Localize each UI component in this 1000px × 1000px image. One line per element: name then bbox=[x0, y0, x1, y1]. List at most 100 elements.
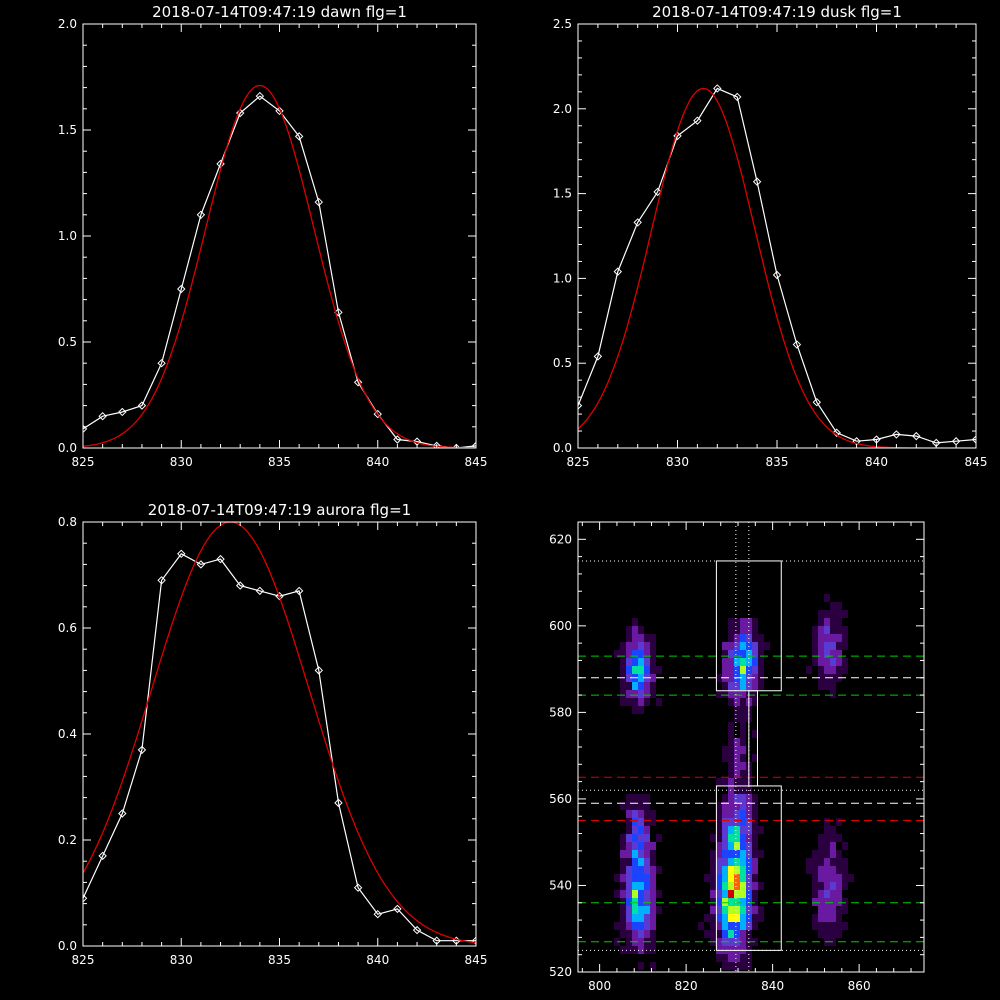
data-point bbox=[83, 424, 88, 434]
y-tick-label: 0.5 bbox=[553, 356, 572, 370]
y-tick-label: 1.0 bbox=[553, 271, 572, 285]
data-point bbox=[892, 430, 901, 439]
data-point bbox=[673, 131, 682, 141]
data-point bbox=[412, 925, 422, 935]
x-tick-label: 860 bbox=[848, 979, 871, 993]
data-point bbox=[294, 132, 304, 141]
data-line bbox=[83, 553, 476, 942]
panel-aurora: 825 830 835 840 845 0.0 0.2 0.4 0.6 0.8 2018-07-14… bbox=[58, 501, 488, 967]
y-tick-label: 0.0 bbox=[58, 441, 77, 455]
plot-frame bbox=[82, 23, 477, 449]
y-tick-label: 0.0 bbox=[553, 441, 572, 455]
data-point bbox=[83, 894, 88, 903]
data-point bbox=[235, 108, 245, 118]
data-point bbox=[118, 809, 127, 818]
data-point bbox=[314, 666, 324, 675]
data-point bbox=[393, 435, 402, 444]
y-tick-label: 0.8 bbox=[58, 515, 77, 529]
x-tick-label: 845 bbox=[465, 455, 488, 469]
x-tick-label: 830 bbox=[170, 455, 193, 469]
data-point bbox=[912, 431, 921, 441]
data-point bbox=[393, 904, 402, 914]
x-tick-label: 825 bbox=[567, 455, 590, 469]
y-tick-label: 1.0 bbox=[58, 229, 77, 243]
chart-title: 2018-07-14T09:47:19 dawn flg=1 bbox=[152, 3, 407, 21]
plot-content bbox=[83, 522, 476, 945]
data-point bbox=[98, 851, 107, 861]
x-tick-label: 840 bbox=[865, 455, 888, 469]
y-tick-label: 1.5 bbox=[58, 123, 77, 137]
data-point bbox=[373, 409, 382, 419]
data-point bbox=[314, 197, 324, 207]
y-tick-label: 0.4 bbox=[58, 727, 77, 741]
chart-title: 2018-07-14T09:47:19 aurora flg=1 bbox=[148, 501, 411, 519]
data-point bbox=[157, 576, 166, 585]
x-tick-label: 830 bbox=[666, 455, 689, 469]
data-point bbox=[792, 340, 802, 349]
y-tick-label: 2.0 bbox=[553, 102, 572, 116]
data-point bbox=[137, 401, 147, 410]
y-tick-label: 560 bbox=[549, 792, 572, 806]
data-point bbox=[752, 177, 762, 186]
fit-curve bbox=[83, 84, 476, 448]
data-line bbox=[83, 95, 476, 448]
data-point bbox=[235, 581, 245, 590]
panel-dusk: 825 830 835 840 845 0.0 0.5 1.0 1.5 2.0 2.5 2018-07… bbox=[553, 3, 988, 469]
y-tick-label: 600 bbox=[549, 619, 572, 633]
y-tick-label: 2.0 bbox=[58, 17, 77, 31]
data-point bbox=[255, 586, 265, 596]
data-point bbox=[812, 398, 822, 407]
x-tick-label: 840 bbox=[366, 953, 389, 967]
plot-frame bbox=[577, 23, 977, 449]
data-point bbox=[593, 352, 603, 361]
data-point bbox=[373, 909, 382, 919]
data-point bbox=[255, 91, 265, 101]
data-point bbox=[334, 308, 343, 317]
data-point bbox=[971, 435, 976, 444]
data-point bbox=[471, 441, 476, 448]
y-tick-label: 2.5 bbox=[553, 17, 572, 31]
region-box-2 bbox=[748, 690, 758, 787]
data-point bbox=[196, 560, 206, 569]
data-point bbox=[578, 401, 583, 410]
x-tick-label: 835 bbox=[766, 455, 789, 469]
x-tick-label: 820 bbox=[675, 979, 698, 993]
data-point bbox=[196, 210, 206, 220]
x-tick-label: 835 bbox=[268, 953, 291, 967]
data-point bbox=[294, 586, 304, 596]
fit-curve bbox=[83, 522, 476, 944]
data-point bbox=[177, 549, 186, 559]
plot-content bbox=[83, 84, 476, 448]
data-point bbox=[275, 106, 284, 116]
data-point bbox=[275, 591, 284, 601]
data-point bbox=[137, 745, 147, 755]
data-point bbox=[432, 441, 441, 448]
data-point bbox=[216, 554, 225, 564]
x-tick-label: 845 bbox=[465, 953, 488, 967]
y-tick-label: 620 bbox=[549, 532, 572, 546]
panel-dawn: 825 830 835 840 845 0.0 0.5 1.0 1.5 2.0 2018-07-14… bbox=[58, 3, 488, 469]
data-point bbox=[177, 284, 186, 294]
data-line bbox=[578, 87, 976, 444]
data-point bbox=[713, 84, 722, 93]
y-tick-label: 580 bbox=[549, 705, 572, 719]
fit-curve bbox=[578, 87, 976, 448]
data-point bbox=[353, 378, 363, 387]
y-tick-label: 1.5 bbox=[553, 187, 572, 201]
x-tick-label: 840 bbox=[366, 455, 389, 469]
data-point bbox=[353, 883, 363, 892]
y-tick-label: 540 bbox=[549, 878, 572, 892]
data-point bbox=[832, 428, 841, 437]
y-tick-label: 520 bbox=[549, 965, 572, 979]
data-point bbox=[334, 798, 343, 808]
data-point bbox=[772, 270, 782, 280]
plot-content bbox=[578, 522, 924, 972]
chart-title: 2018-07-14T09:47:19 dusk flg=1 bbox=[652, 3, 902, 21]
x-tick-label: 800 bbox=[588, 979, 611, 993]
x-tick-label: 830 bbox=[170, 953, 193, 967]
data-point bbox=[613, 267, 623, 276]
x-tick-label: 825 bbox=[72, 455, 95, 469]
y-tick-label: 0.6 bbox=[58, 621, 77, 635]
data-point bbox=[471, 936, 476, 945]
data-point bbox=[693, 116, 702, 125]
